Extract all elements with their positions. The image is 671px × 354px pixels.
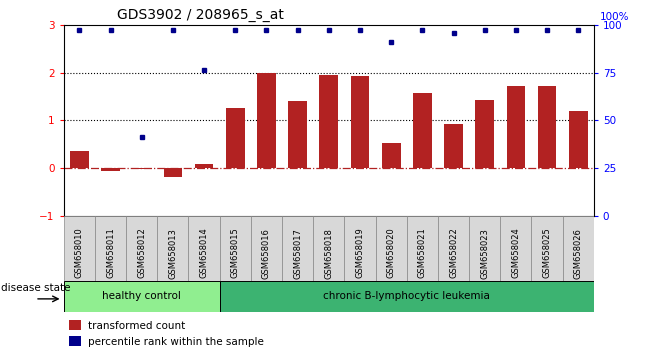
- Bar: [132, 168, 151, 169]
- Bar: [70, 152, 89, 168]
- Text: GSM658010: GSM658010: [75, 228, 84, 279]
- Text: GSM658024: GSM658024: [511, 228, 521, 279]
- Bar: [226, 108, 245, 168]
- Bar: [289, 101, 307, 168]
- Text: GSM658026: GSM658026: [574, 228, 582, 279]
- Bar: [569, 111, 588, 168]
- Text: GSM658015: GSM658015: [231, 228, 240, 279]
- Bar: [126, 216, 157, 281]
- Bar: [64, 281, 219, 312]
- Bar: [189, 216, 219, 281]
- Bar: [475, 100, 494, 168]
- Bar: [195, 164, 213, 168]
- Text: GSM658022: GSM658022: [449, 228, 458, 279]
- Bar: [469, 216, 501, 281]
- Bar: [531, 216, 563, 281]
- Text: GSM658018: GSM658018: [324, 228, 333, 279]
- Bar: [537, 86, 556, 168]
- Bar: [157, 216, 189, 281]
- Bar: [344, 216, 376, 281]
- Text: percentile rank within the sample: percentile rank within the sample: [88, 337, 264, 347]
- Text: GSM658013: GSM658013: [168, 228, 177, 279]
- Bar: [95, 216, 126, 281]
- Bar: [64, 216, 95, 281]
- Text: GSM658017: GSM658017: [293, 228, 302, 279]
- Bar: [251, 216, 282, 281]
- Text: transformed count: transformed count: [88, 321, 185, 331]
- Text: GSM658011: GSM658011: [106, 228, 115, 279]
- Bar: [407, 216, 438, 281]
- Bar: [101, 168, 120, 171]
- Text: 100%: 100%: [599, 12, 629, 22]
- Text: GSM658025: GSM658025: [543, 228, 552, 279]
- Text: GSM658012: GSM658012: [137, 228, 146, 279]
- Bar: [257, 73, 276, 168]
- Bar: [382, 143, 401, 168]
- Bar: [351, 76, 369, 168]
- Bar: [507, 86, 525, 168]
- Bar: [164, 168, 183, 177]
- Bar: [413, 93, 431, 168]
- Text: chronic B-lymphocytic leukemia: chronic B-lymphocytic leukemia: [323, 291, 491, 302]
- Bar: [282, 216, 313, 281]
- Bar: [438, 216, 469, 281]
- Bar: [319, 75, 338, 168]
- Bar: [444, 124, 463, 168]
- Bar: [69, 320, 81, 330]
- Text: GSM658016: GSM658016: [262, 228, 271, 279]
- Text: GSM658023: GSM658023: [480, 228, 489, 279]
- Text: GDS3902 / 208965_s_at: GDS3902 / 208965_s_at: [117, 8, 284, 22]
- Bar: [501, 216, 531, 281]
- Text: healthy control: healthy control: [102, 291, 181, 302]
- Bar: [219, 281, 594, 312]
- Text: disease state: disease state: [1, 282, 71, 293]
- Bar: [563, 216, 594, 281]
- Text: GSM658020: GSM658020: [386, 228, 396, 279]
- Bar: [376, 216, 407, 281]
- Text: GSM658021: GSM658021: [418, 228, 427, 279]
- Text: GSM658019: GSM658019: [356, 228, 364, 279]
- Bar: [313, 216, 344, 281]
- Text: GSM658014: GSM658014: [199, 228, 209, 279]
- Bar: [219, 216, 251, 281]
- Bar: [69, 336, 81, 346]
